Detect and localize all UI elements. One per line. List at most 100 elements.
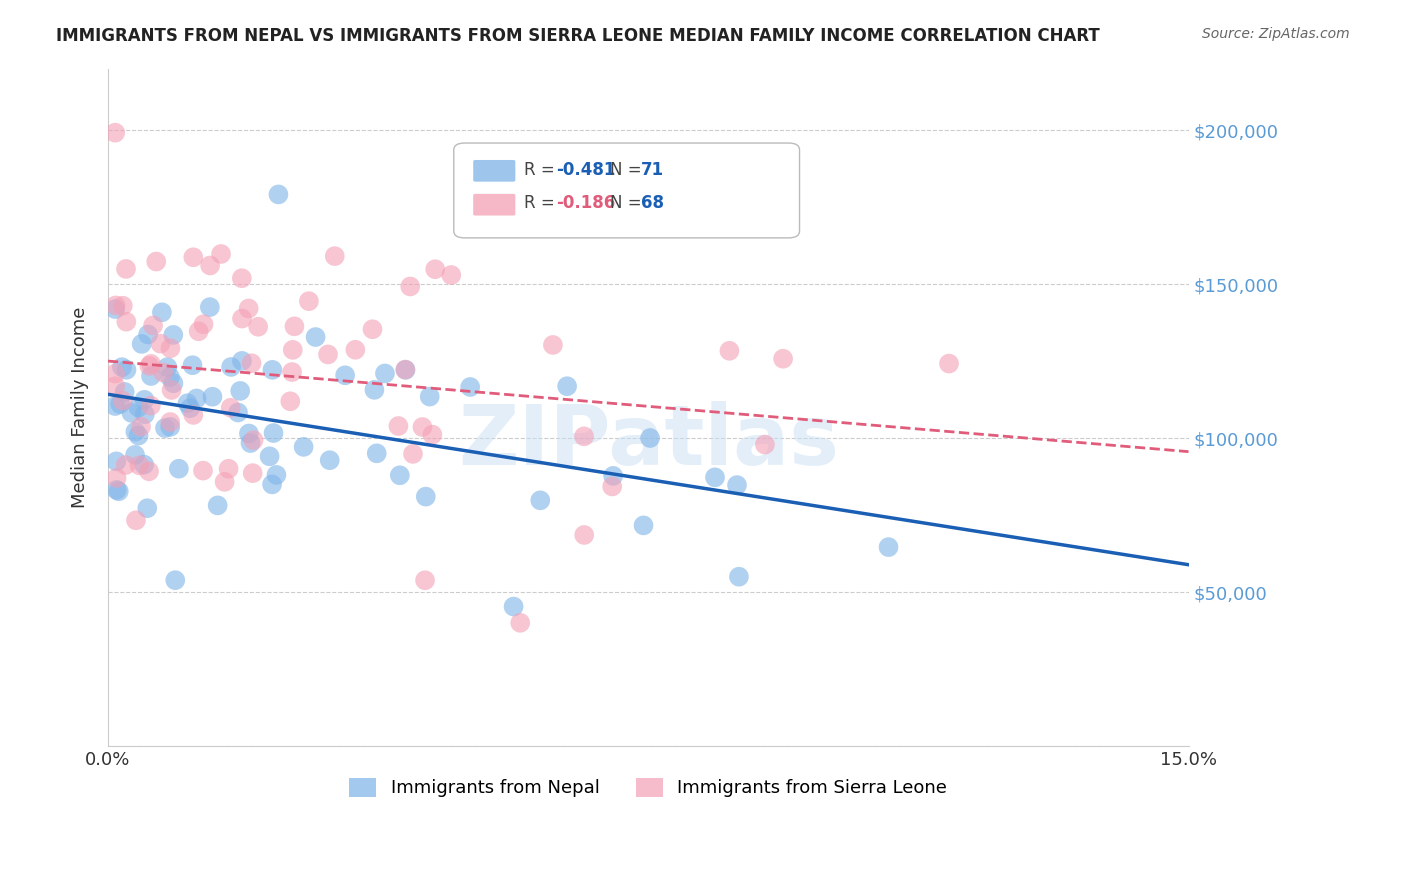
Immigrants from Nepal bbox=[219, 359, 242, 374]
Immigrants from Nepal bbox=[107, 484, 129, 499]
Text: -0.186: -0.186 bbox=[557, 194, 616, 211]
Immigrants from Nepal bbox=[226, 405, 249, 419]
Immigrants from Nepal bbox=[633, 518, 655, 533]
Immigrants from Sierra Leone bbox=[111, 299, 134, 313]
Immigrants from Sierra Leone bbox=[938, 357, 960, 371]
Immigrants from Sierra Leone bbox=[242, 466, 264, 480]
Immigrants from Nepal bbox=[134, 458, 156, 472]
Immigrants from Nepal bbox=[136, 501, 159, 516]
Immigrants from Nepal bbox=[128, 428, 150, 442]
Immigrants from Nepal bbox=[120, 406, 142, 420]
Immigrants from Nepal bbox=[139, 369, 162, 384]
Immigrants from Nepal bbox=[179, 401, 201, 416]
Immigrants from Nepal bbox=[415, 490, 437, 504]
Immigrants from Nepal bbox=[388, 468, 411, 483]
FancyBboxPatch shape bbox=[474, 160, 516, 182]
Immigrants from Sierra Leone bbox=[193, 317, 215, 331]
Immigrants from Nepal bbox=[319, 453, 342, 467]
Immigrants from Sierra Leone bbox=[214, 475, 236, 489]
Immigrants from Sierra Leone bbox=[344, 343, 367, 357]
Text: IMMIGRANTS FROM NEPAL VS IMMIGRANTS FROM SIERRA LEONE MEDIAN FAMILY INCOME CORRE: IMMIGRANTS FROM NEPAL VS IMMIGRANTS FROM… bbox=[56, 27, 1099, 45]
Immigrants from Sierra Leone bbox=[139, 357, 162, 371]
Immigrants from Sierra Leone bbox=[191, 464, 214, 478]
Immigrants from Nepal bbox=[333, 368, 356, 383]
Immigrants from Sierra Leone bbox=[242, 433, 264, 447]
Text: R =: R = bbox=[524, 194, 555, 211]
FancyBboxPatch shape bbox=[454, 143, 800, 238]
Immigrants from Sierra Leone bbox=[209, 247, 232, 261]
Immigrants from Nepal bbox=[108, 397, 131, 411]
Immigrants from Sierra Leone bbox=[187, 324, 209, 338]
Immigrants from Sierra Leone bbox=[440, 268, 463, 282]
Immigrants from Sierra Leone bbox=[394, 362, 416, 376]
Immigrants from Nepal bbox=[229, 384, 252, 398]
Immigrants from Sierra Leone bbox=[104, 367, 127, 381]
Immigrants from Sierra Leone bbox=[422, 427, 444, 442]
Immigrants from Sierra Leone bbox=[105, 471, 128, 485]
Immigrants from Nepal bbox=[105, 454, 128, 468]
Immigrants from Sierra Leone bbox=[231, 311, 253, 326]
Immigrants from Sierra Leone bbox=[198, 259, 221, 273]
Immigrants from Nepal bbox=[156, 360, 179, 375]
Immigrants from Nepal bbox=[150, 305, 173, 319]
Immigrants from Nepal bbox=[159, 420, 181, 434]
Text: N =: N = bbox=[610, 161, 643, 179]
Immigrants from Nepal bbox=[728, 570, 751, 584]
Text: 71: 71 bbox=[641, 161, 664, 179]
Immigrants from Sierra Leone bbox=[159, 415, 181, 429]
Immigrants from Sierra Leone bbox=[572, 429, 595, 443]
Immigrants from Sierra Leone bbox=[183, 408, 205, 422]
Immigrants from Nepal bbox=[262, 477, 284, 491]
Immigrants from Nepal bbox=[363, 383, 385, 397]
Immigrants from Sierra Leone bbox=[219, 401, 242, 415]
Immigrants from Nepal bbox=[111, 360, 134, 375]
Text: N =: N = bbox=[610, 194, 643, 211]
Immigrants from Nepal bbox=[176, 396, 198, 410]
Immigrants from Nepal bbox=[239, 436, 262, 450]
Immigrants from Sierra Leone bbox=[159, 341, 181, 355]
Text: -0.481: -0.481 bbox=[557, 161, 616, 179]
Immigrants from Sierra Leone bbox=[149, 336, 172, 351]
Immigrants from Nepal bbox=[153, 421, 176, 435]
Immigrants from Sierra Leone bbox=[238, 301, 260, 316]
Immigrants from Nepal bbox=[263, 425, 285, 440]
Immigrants from Sierra Leone bbox=[772, 351, 794, 366]
Immigrants from Sierra Leone bbox=[181, 250, 204, 264]
Immigrants from Nepal bbox=[238, 426, 260, 441]
Legend: Immigrants from Nepal, Immigrants from Sierra Leone: Immigrants from Nepal, Immigrants from S… bbox=[342, 771, 955, 805]
Immigrants from Nepal bbox=[104, 302, 127, 317]
Immigrants from Nepal bbox=[181, 358, 204, 372]
Immigrants from Sierra Leone bbox=[111, 393, 134, 408]
Immigrants from Sierra Leone bbox=[281, 365, 304, 379]
Immigrants from Sierra Leone bbox=[128, 458, 150, 473]
Immigrants from Nepal bbox=[162, 327, 184, 342]
FancyBboxPatch shape bbox=[474, 194, 516, 216]
Immigrants from Nepal bbox=[128, 401, 150, 415]
Immigrants from Sierra Leone bbox=[104, 298, 127, 312]
Immigrants from Nepal bbox=[134, 392, 156, 407]
Immigrants from Nepal bbox=[207, 499, 229, 513]
Immigrants from Sierra Leone bbox=[718, 343, 741, 358]
Immigrants from Sierra Leone bbox=[138, 464, 160, 478]
Immigrants from Nepal bbox=[529, 493, 551, 508]
Immigrants from Nepal bbox=[292, 440, 315, 454]
Immigrants from Sierra Leone bbox=[323, 249, 346, 263]
Immigrants from Sierra Leone bbox=[509, 615, 531, 630]
Immigrants from Nepal bbox=[394, 363, 416, 377]
Immigrants from Nepal bbox=[167, 461, 190, 475]
Immigrants from Sierra Leone bbox=[541, 338, 564, 352]
Immigrants from Sierra Leone bbox=[283, 319, 305, 334]
Immigrants from Sierra Leone bbox=[278, 394, 301, 409]
Immigrants from Nepal bbox=[201, 390, 224, 404]
Immigrants from Nepal bbox=[555, 379, 578, 393]
Immigrants from Sierra Leone bbox=[125, 513, 148, 527]
Text: 68: 68 bbox=[641, 194, 664, 211]
Immigrants from Nepal bbox=[502, 599, 524, 614]
Immigrants from Sierra Leone bbox=[138, 359, 160, 373]
Immigrants from Sierra Leone bbox=[399, 279, 422, 293]
Immigrants from Nepal bbox=[198, 300, 221, 314]
Immigrants from Nepal bbox=[124, 448, 146, 462]
Immigrants from Sierra Leone bbox=[574, 528, 596, 542]
Immigrants from Sierra Leone bbox=[247, 319, 270, 334]
Immigrants from Nepal bbox=[602, 468, 624, 483]
